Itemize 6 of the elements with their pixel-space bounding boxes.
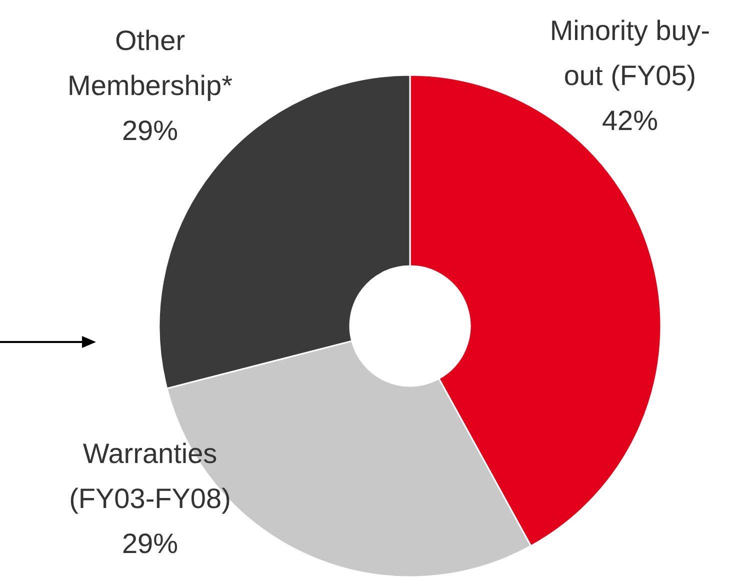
slice-label: Warranties (FY03-FY08) — [69, 438, 231, 514]
data-label: 29% — [122, 528, 178, 559]
slice-label: Minority buy-out (FY05) — [550, 15, 710, 91]
data-label: 42% — [602, 105, 658, 136]
slice-label: Other Membership* — [68, 25, 233, 101]
data-label: 29% — [122, 115, 178, 146]
